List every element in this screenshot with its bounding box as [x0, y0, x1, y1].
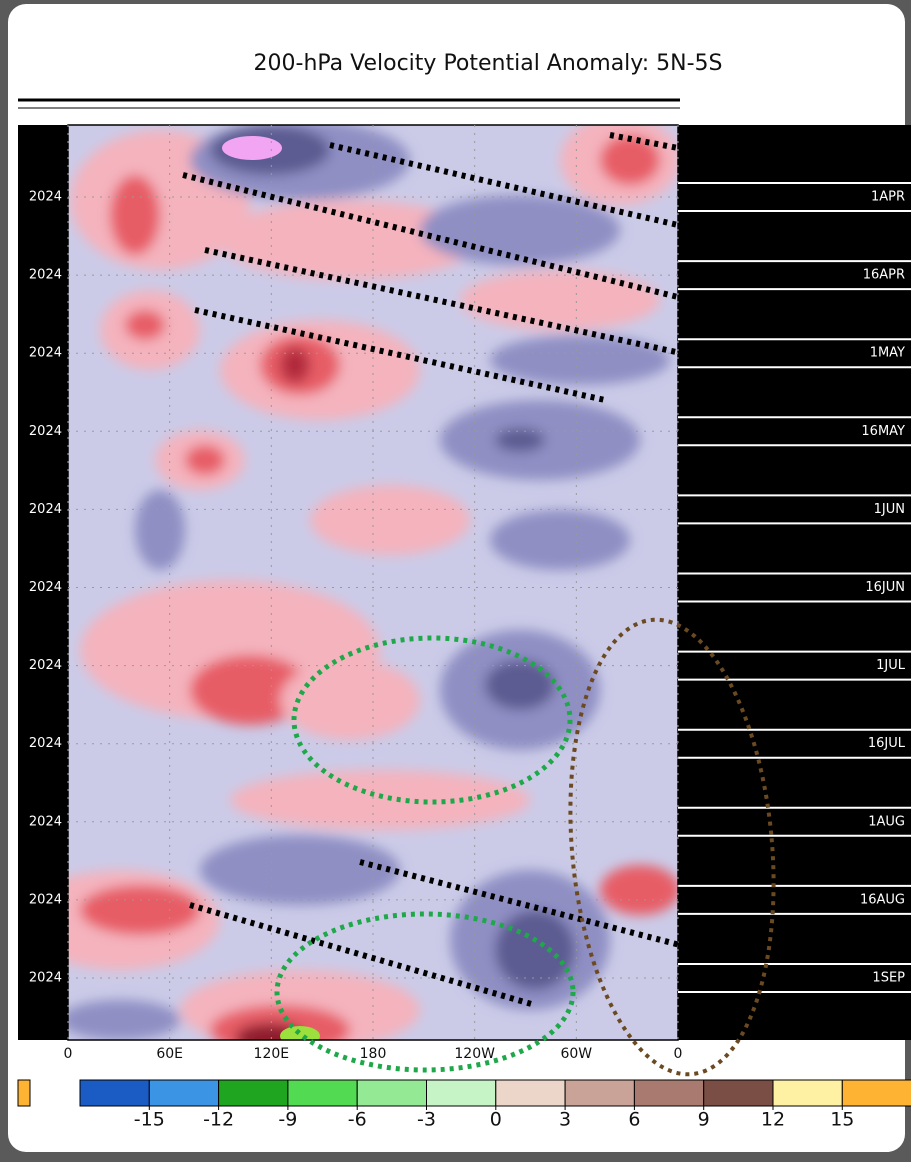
colorbar-swatch — [287, 1079, 358, 1107]
colorbar-tick-label: 15 — [830, 1109, 854, 1131]
colorbar-swatch — [564, 1079, 635, 1107]
left-panel — [18, 125, 68, 1040]
y-tick-label: 2024 — [29, 892, 62, 907]
y-tick-label: 1JUL — [876, 658, 906, 673]
colorbar-swatch — [633, 1079, 705, 1107]
contour-field — [68, 125, 678, 1040]
colorbar-tick-label: 6 — [628, 1109, 640, 1131]
x-tick-label: 180 — [360, 1046, 387, 1062]
y-tick-label: 2024 — [29, 268, 62, 283]
colorbar-swatch — [356, 1079, 428, 1107]
colorbar-tick-label: -3 — [417, 1109, 436, 1131]
colorbar-tick-label: -6 — [348, 1109, 367, 1131]
colorbar-tick-label: 9 — [698, 1109, 710, 1131]
x-tick-label: 120E — [254, 1046, 290, 1062]
colorbar-tick-label: -9 — [278, 1109, 297, 1131]
colorbar-tick-label: -12 — [203, 1109, 234, 1131]
y-tick-label: 2024 — [29, 424, 62, 439]
y-tick-label: 2024 — [29, 190, 62, 205]
y-tick-label: 16JUN — [865, 580, 905, 595]
y-tick-label: 16AUG — [860, 892, 905, 907]
y-tick-label: 16MAY — [861, 424, 905, 439]
y-tick-label: 2024 — [29, 658, 62, 673]
x-tick-label: 60E — [156, 1046, 183, 1062]
x-axis: 0 60E 120E 180 120W 60W 0 — [64, 125, 683, 1062]
colorbar-swatch — [79, 1079, 150, 1107]
colorbar-swatch — [218, 1079, 289, 1107]
x-tick-label: 60W — [560, 1046, 592, 1062]
y-tick-label: 1MAY — [870, 346, 905, 361]
colorbar-tick-label: 0 — [490, 1109, 502, 1131]
y-tick-label: 16APR — [863, 268, 905, 283]
colorbar-swatch — [772, 1079, 843, 1107]
chart-title: 200-hPa Velocity Potential Anomaly: 5N-5… — [254, 51, 723, 76]
colorbar-tick-label: -15 — [134, 1109, 165, 1131]
y-tick-label: 1APR — [871, 190, 905, 205]
colorbar-swatch — [495, 1079, 566, 1107]
colorbar-swatch — [148, 1079, 220, 1107]
colorbar-swatch — [703, 1079, 774, 1107]
colorbar-swatch — [17, 1079, 31, 1107]
y-tick-label: 2024 — [29, 971, 62, 986]
y-tick-label: 1JUN — [874, 502, 905, 517]
annotations — [182, 132, 776, 1077]
colorbar-swatch — [426, 1079, 497, 1107]
y-tick-label: 2024 — [29, 814, 62, 829]
right-panel — [678, 125, 911, 1040]
y-tick-label: 2024 — [29, 346, 62, 361]
y-tick-label: 2024 — [29, 580, 62, 595]
x-tick-label: 0 — [64, 1046, 73, 1062]
y-tick-label: 1SEP — [872, 971, 905, 986]
colorbar-tick-label: 12 — [761, 1109, 785, 1131]
colorbar-tick-label: 3 — [559, 1109, 571, 1131]
colorbar-swatch — [841, 1079, 911, 1107]
y-tick-label: 2024 — [29, 736, 62, 751]
colorbar: -15 -12 -9 -6 -3 0 3 6 9 12 15 — [17, 1079, 911, 1131]
y-tick-label: 2024 — [29, 502, 62, 517]
y-tick-label: 16JUL — [868, 736, 906, 751]
y-tick-label: 1AUG — [868, 814, 905, 829]
x-tick-label: 120W — [454, 1046, 495, 1062]
x-tick-label: 0 — [674, 1046, 683, 1062]
